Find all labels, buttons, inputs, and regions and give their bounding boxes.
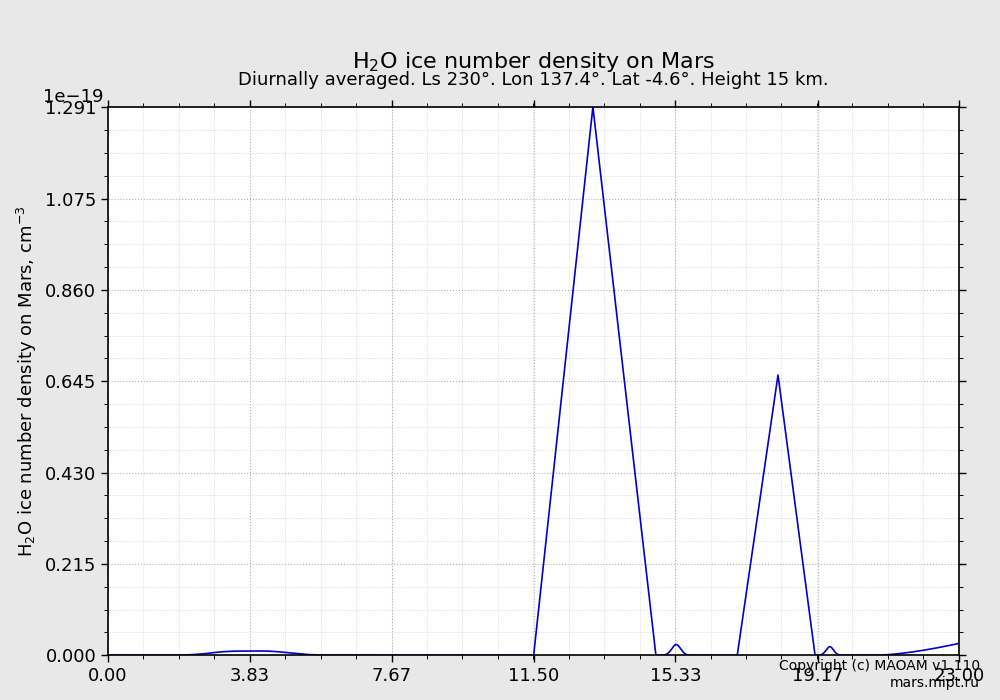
Text: 1e−19: 1e−19 — [43, 88, 104, 106]
Title: H$_2$O ice number density on Mars: H$_2$O ice number density on Mars — [352, 50, 715, 74]
Text: Diurnally averaged. Ls 230°. Lon 137.4°. Lat -4.6°. Height 15 km.: Diurnally averaged. Ls 230°. Lon 137.4°.… — [238, 71, 829, 90]
Y-axis label: H$_2$O ice number density on Mars, cm$^{-3}$: H$_2$O ice number density on Mars, cm$^{… — [15, 205, 39, 556]
Text: Copyright (c) MAOAM v1.110
mars.mipt.ru: Copyright (c) MAOAM v1.110 mars.mipt.ru — [779, 659, 980, 690]
